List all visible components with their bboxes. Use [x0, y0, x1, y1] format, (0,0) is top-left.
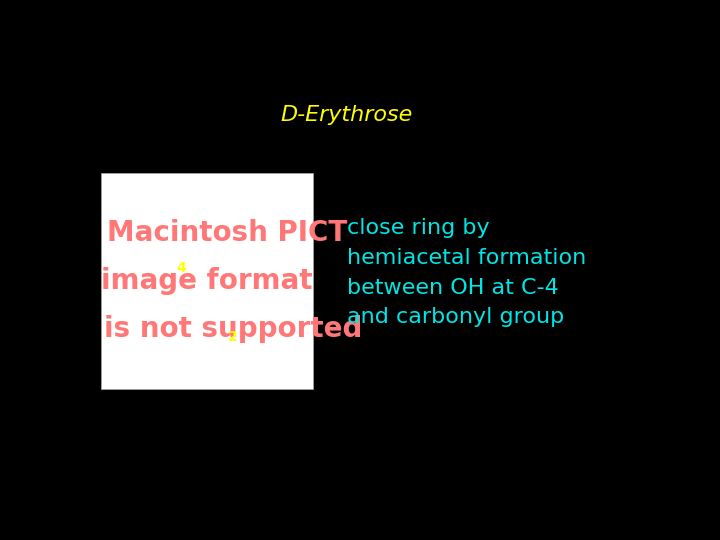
Text: Macintosh PICT: Macintosh PICT — [107, 219, 347, 247]
Text: 4: 4 — [177, 261, 186, 275]
Text: D-Erythrose: D-Erythrose — [281, 105, 413, 125]
Text: is not supported: is not supported — [104, 315, 362, 342]
Text: close ring by
hemiacetal formation
between OH at C-4
and carbonyl group: close ring by hemiacetal formation betwe… — [347, 218, 586, 327]
Text: image format: image format — [102, 267, 313, 295]
Text: 2: 2 — [228, 330, 238, 344]
Bar — [101, 173, 313, 389]
